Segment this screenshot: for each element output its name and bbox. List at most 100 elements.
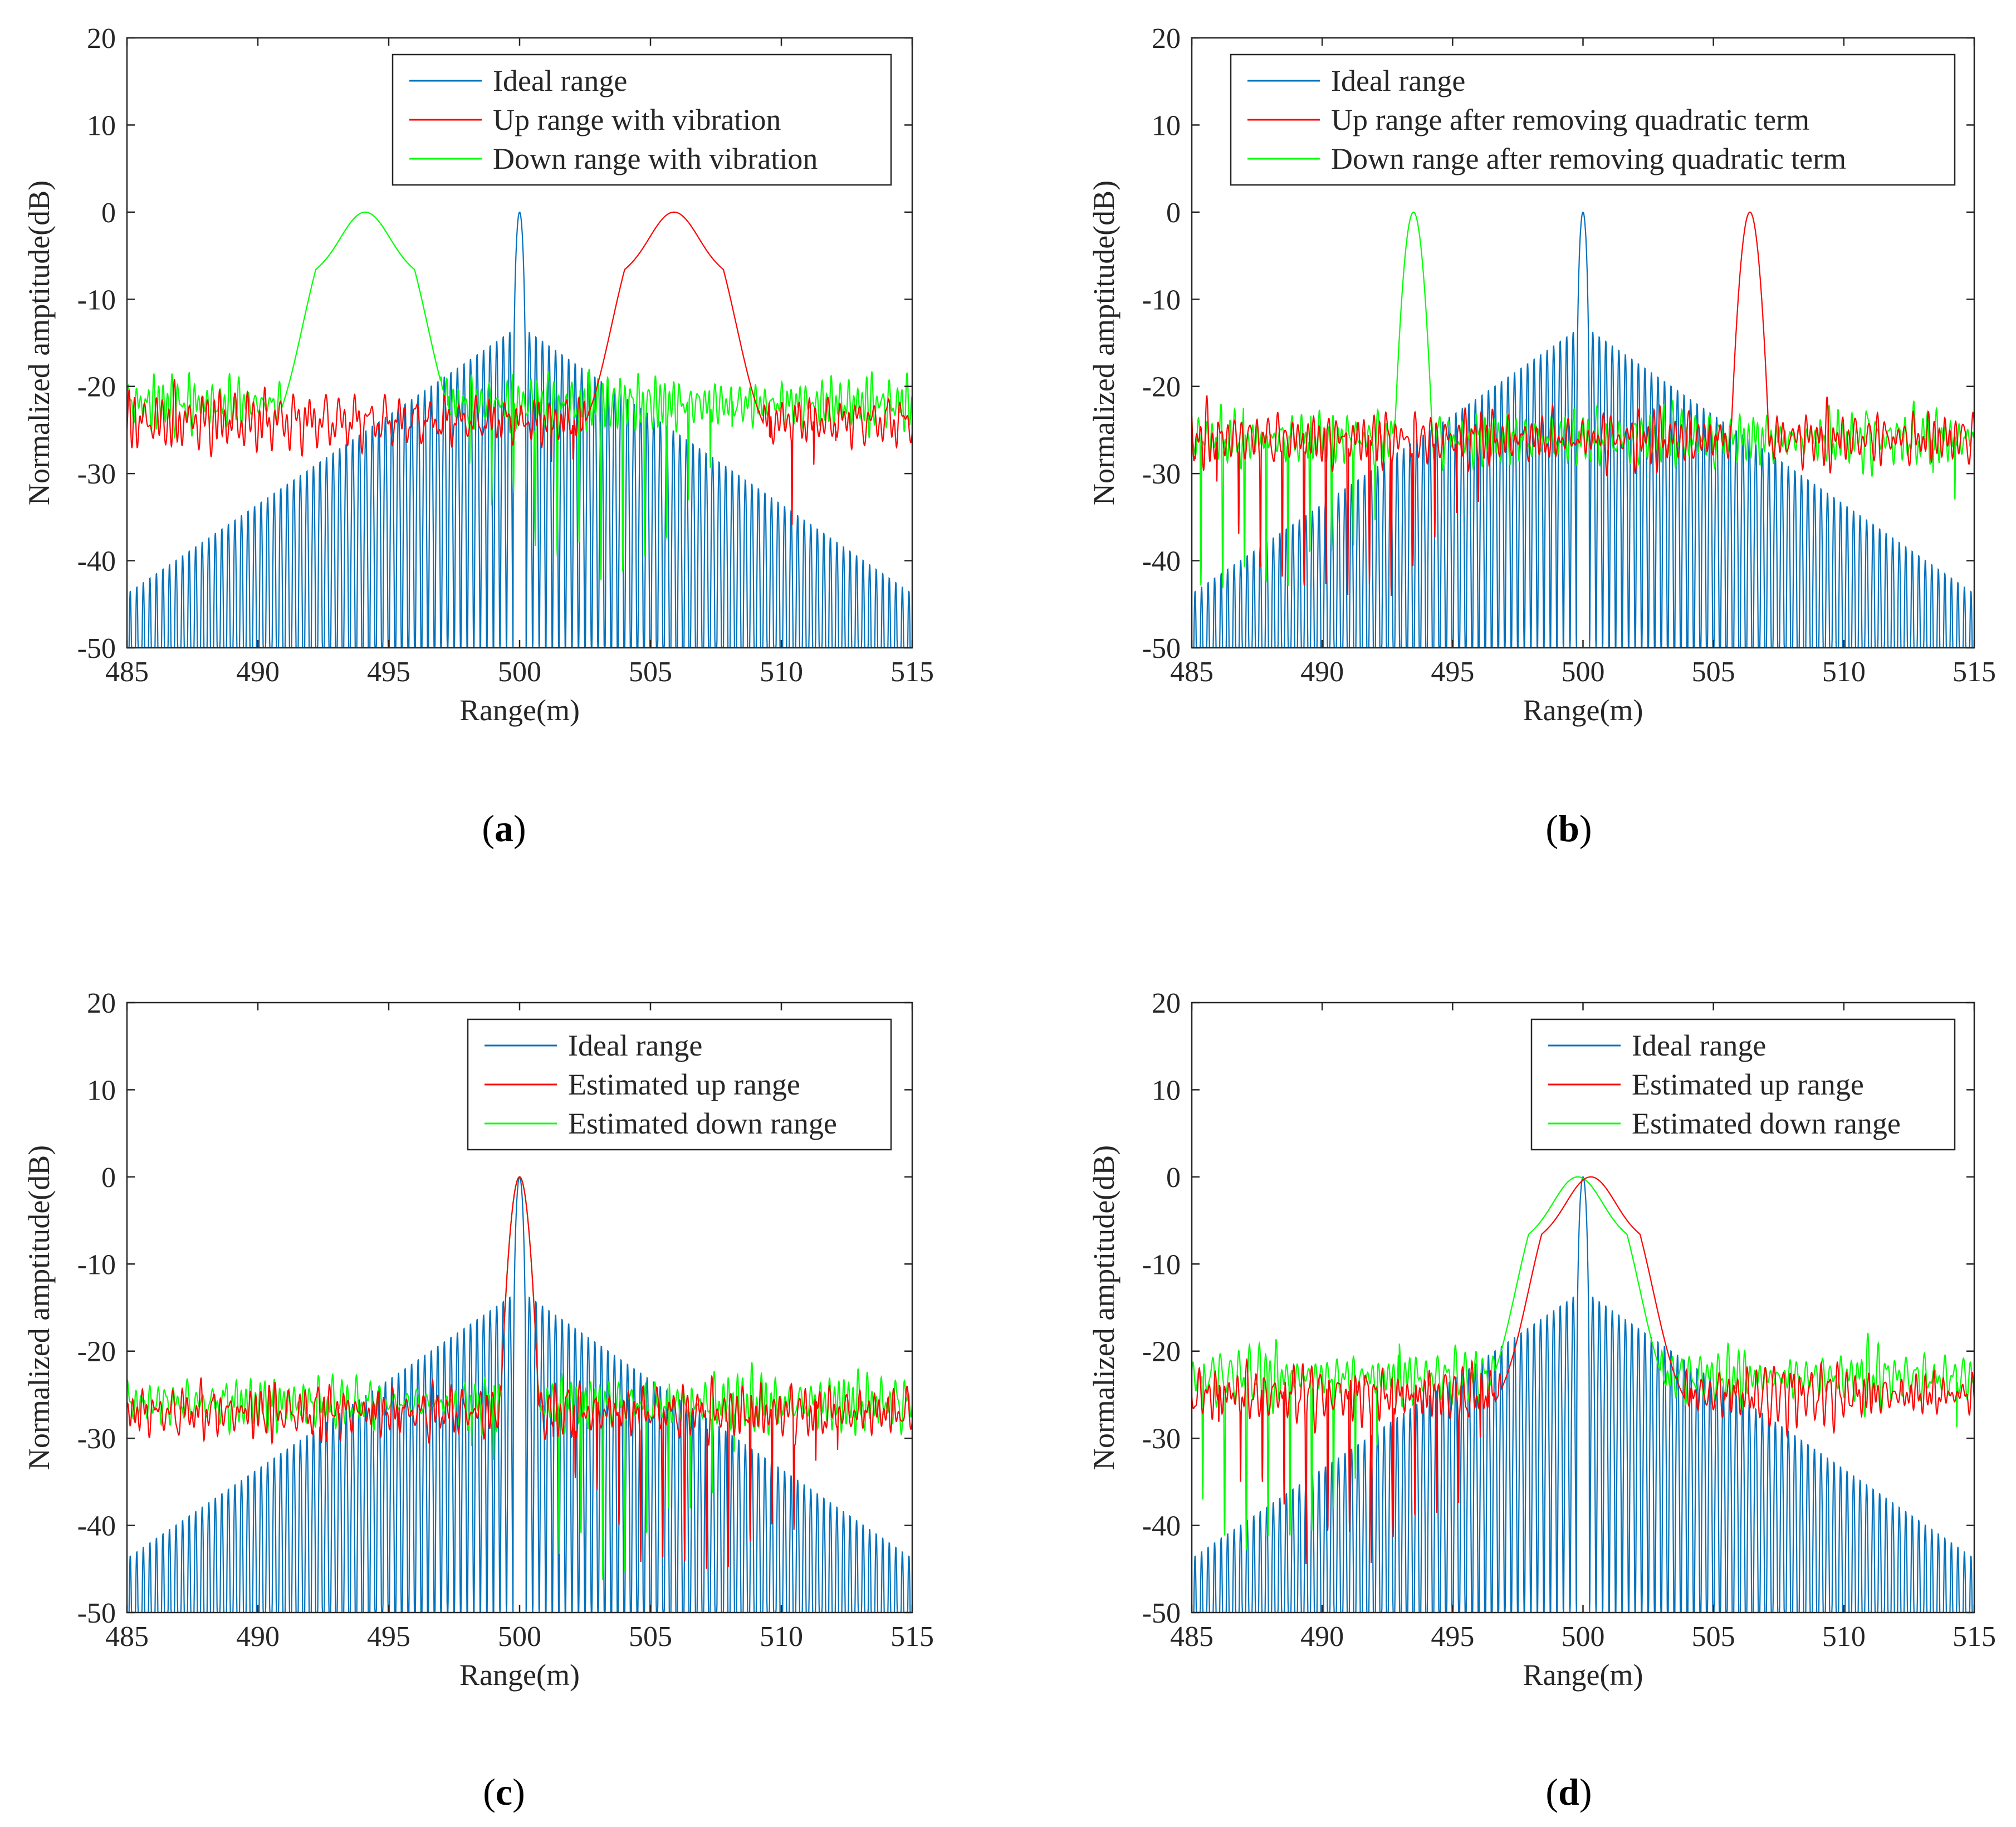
y-tick-label: -40 [1142, 546, 1181, 578]
y-axis-label: Normalized amptitude(dB) [1087, 1145, 1120, 1470]
y-tick-label: -30 [1142, 1423, 1181, 1455]
x-tick-label: 505 [629, 1621, 672, 1653]
chart-panel-c: 485 490 495 500 505 510 515 20 10 0 -10 -20 -30 -40 -5… [22, 988, 934, 1692]
y-tick-label: -30 [1142, 458, 1181, 490]
x-tick-label: 515 [890, 1621, 934, 1653]
legend-box [1230, 53, 1956, 186]
x-tick-label: 510 [760, 1621, 803, 1653]
panel-caption: (c) [483, 1771, 525, 1813]
y-tick-label: -20 [1142, 1336, 1181, 1368]
series-group [127, 211, 912, 648]
x-tick-label: 495 [367, 1621, 410, 1653]
series-group [127, 1176, 912, 1613]
legend: Ideal range Estimated up range Estimated d… [1530, 1018, 1956, 1151]
legend: Ideal range Up range with vibration Down r… [392, 53, 892, 186]
x-tick-label: 505 [629, 656, 672, 688]
y-tick-label: 10 [87, 110, 116, 141]
x-tick-label: 500 [498, 656, 541, 688]
x-tick-label: 485 [105, 1621, 149, 1653]
legend-entry: Estimated down range [568, 1107, 837, 1140]
legend: Ideal range Estimated up range Estimated d… [467, 1018, 892, 1151]
chart-panel-b: 485 490 495 500 505 510 515 20 10 0 -10 -20 -30 -40 -5… [1087, 23, 1996, 727]
chart-panel-d: 485 490 495 500 505 510 515 20 10 0 -10 -20 -30 -40 -5… [1087, 988, 1996, 1692]
y-tick-label: 10 [1152, 110, 1181, 141]
y-tick-label: 20 [87, 988, 116, 1019]
x-tick-label: 510 [1822, 656, 1866, 688]
y-tick-label: -40 [77, 1511, 116, 1542]
x-tick-label: 515 [890, 656, 934, 688]
series-line-estimated-up-range [127, 1176, 912, 1569]
series-group [1192, 211, 1974, 648]
y-tick-label: 20 [1152, 23, 1181, 55]
x-tick-label: 515 [1953, 656, 1996, 688]
x-tick-label: 490 [1300, 656, 1344, 688]
legend-entry: Up range with vibration [493, 103, 781, 136]
panel-caption: (a) [482, 807, 526, 849]
x-axis-label: Range(m) [1523, 1658, 1643, 1692]
series-line-ideal-range [127, 211, 912, 648]
legend-entry: Estimated up range [1632, 1068, 1864, 1101]
y-axis-label: Normalized amptitude(dB) [22, 1145, 56, 1470]
chart-panel-a: 485 490 495 500 505 510 515 20 10 0 -10 -20 -30 -40 -5… [22, 23, 934, 727]
y-tick-label: -10 [1142, 284, 1181, 316]
series-line-estimated-up-range [1192, 1176, 1974, 1565]
x-tick-label: 500 [1562, 656, 1605, 688]
legend-entry: Ideal range [493, 64, 627, 97]
y-tick-label: 20 [1152, 988, 1181, 1019]
legend-entry: Ideal range [1632, 1029, 1766, 1062]
y-tick-label: -50 [77, 633, 116, 665]
x-tick-label: 510 [1822, 1621, 1866, 1653]
series-group [1192, 1176, 1974, 1613]
x-tick-label: 485 [105, 656, 149, 688]
y-tick-label: -50 [1142, 1598, 1181, 1629]
y-tick-label: -10 [77, 284, 116, 316]
legend: Ideal range Up range after removing quadr… [1230, 53, 1956, 186]
x-tick-label: 505 [1692, 1621, 1735, 1653]
y-tick-label: -20 [1142, 372, 1181, 403]
legend-entry: Ideal range [1331, 64, 1465, 97]
x-tick-label: 485 [1170, 1621, 1213, 1653]
y-axis-label: Normalized amptitude(dB) [1087, 180, 1120, 505]
legend-entry: Ideal range [568, 1029, 702, 1062]
x-tick-label: 505 [1692, 656, 1735, 688]
x-axis-label: Range(m) [459, 693, 580, 727]
series-line-estimated-down-range [1192, 1176, 1974, 1551]
x-tick-label: 515 [1953, 1621, 1996, 1653]
y-axis-label: Normalized amptitude(dB) [22, 180, 56, 505]
y-tick-label: -30 [77, 458, 116, 490]
legend-entry: Down range with vibration [493, 142, 818, 175]
x-tick-label: 510 [760, 656, 803, 688]
y-tick-label: 20 [87, 23, 116, 55]
series-line-down-range-with-vibration [127, 211, 912, 580]
x-tick-label: 495 [1431, 1621, 1474, 1653]
y-tick-label: -50 [1142, 633, 1181, 665]
x-tick-label: 490 [236, 1621, 280, 1653]
y-tick-label: -10 [1142, 1249, 1181, 1281]
legend-entry: Estimated down range [1632, 1107, 1901, 1140]
legend-entry: Up range after removing quadratic term [1331, 103, 1809, 136]
x-tick-label: 495 [1431, 656, 1474, 688]
y-tick-label: -10 [77, 1249, 116, 1281]
y-tick-label: 0 [1166, 197, 1181, 229]
y-tick-label: 10 [87, 1074, 116, 1106]
x-axis-label: Range(m) [459, 1658, 580, 1692]
x-tick-label: 500 [498, 1621, 541, 1653]
y-tick-label: -40 [77, 546, 116, 578]
series-line-ideal-range [1192, 211, 1974, 648]
y-tick-label: -40 [1142, 1511, 1181, 1542]
x-axis-label: Range(m) [1523, 693, 1643, 727]
y-tick-label: -20 [77, 1336, 116, 1368]
x-tick-label: 485 [1170, 656, 1213, 688]
x-tick-label: 490 [1300, 1621, 1344, 1653]
y-tick-label: -20 [77, 372, 116, 403]
y-tick-label: 0 [101, 1162, 116, 1194]
series-line-ideal-range [1192, 1176, 1974, 1613]
x-tick-label: 500 [1562, 1621, 1605, 1653]
legend-entry: Down range after removing quadratic term [1331, 142, 1846, 175]
y-tick-label: 0 [101, 197, 116, 229]
y-tick-label: 0 [1166, 1162, 1181, 1194]
panel-caption: (b) [1545, 807, 1592, 849]
x-tick-label: 495 [367, 656, 410, 688]
x-tick-label: 490 [236, 656, 280, 688]
